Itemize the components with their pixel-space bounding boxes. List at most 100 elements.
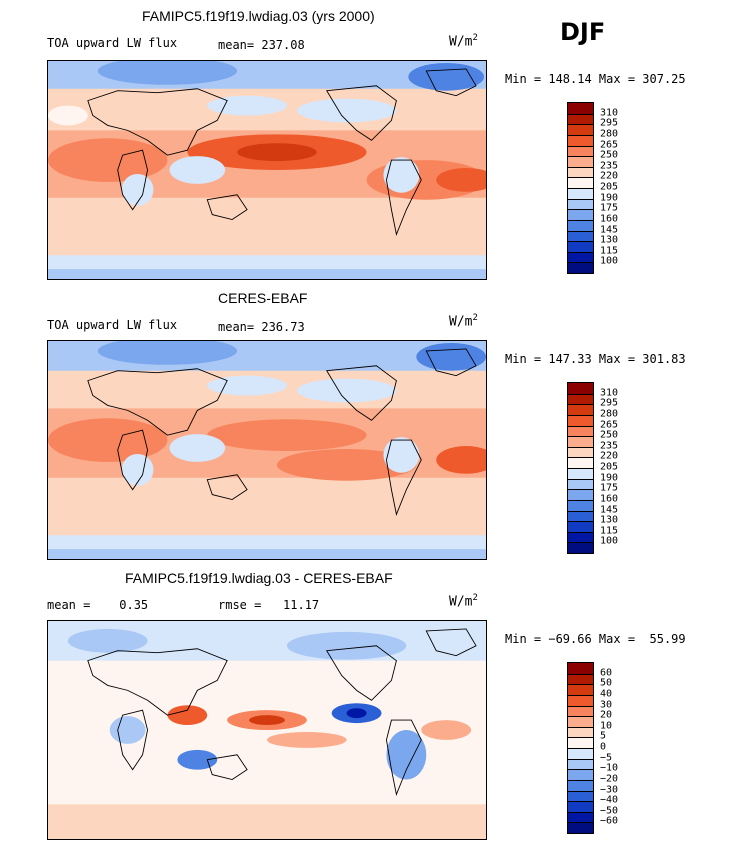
colorbar-swatch (568, 188, 593, 199)
colorbar-swatch (568, 113, 593, 125)
colorbar-swatch (568, 166, 593, 178)
colorbar-swatch (568, 822, 593, 833)
panel-3-units: W/m2 (449, 593, 478, 610)
panel-1-title: FAMIPC5.f19f19.lwdiag.03 (yrs 2000) (142, 8, 375, 24)
panel-1-units: W/m2 (449, 33, 478, 50)
panel-2-minmax: Min = 147.33 Max = 301.83 (505, 352, 686, 366)
colorbar-tick-label: −5 (600, 752, 613, 764)
colorbar-swatch (568, 241, 593, 252)
colorbar-tick-label: 115 (600, 245, 619, 257)
panel-3-title: FAMIPC5.f19f19.lwdiag.03 - CERES-EBAF (125, 570, 393, 586)
colorbar-swatch (568, 134, 593, 146)
panel-3-map-field (48, 621, 486, 839)
colorbar-swatch (568, 758, 593, 770)
colorbar-tick-label: 250 (600, 429, 619, 441)
colorbar-swatch (568, 684, 593, 695)
panel-1-map (47, 60, 487, 280)
colorbar-tick-label: 20 (600, 709, 613, 721)
colorbar-tick-label: −50 (600, 805, 619, 817)
colorbar-swatch (568, 716, 593, 727)
colorbar-tick-label: 220 (600, 170, 619, 182)
colorbar-tick-label: −10 (600, 762, 619, 774)
colorbar-swatch (568, 748, 593, 759)
colorbar-tick-label: 250 (600, 149, 619, 161)
panel-2-map-field (48, 341, 486, 559)
colorbar-swatch (568, 468, 593, 479)
colorbar-swatch (568, 436, 593, 447)
colorbar-tick-label: 190 (600, 192, 619, 204)
colorbar-swatch (568, 262, 593, 273)
panel-1-mean: mean= 237.08 (218, 38, 305, 52)
colorbar-swatch (568, 801, 593, 812)
colorbar-tick-label: 10 (600, 720, 613, 732)
colorbar-tick-label: 265 (600, 419, 619, 430)
colorbar-swatch (568, 219, 593, 231)
colorbar-swatch (568, 531, 593, 543)
colorbar-swatch (568, 393, 593, 405)
panel-1-colorbar (567, 102, 594, 274)
colorbar-swatch (568, 542, 593, 553)
panel-1-variable-label: TOA upward LW flux (47, 36, 178, 50)
colorbar-tick-label: 235 (600, 160, 619, 172)
colorbar-tick-label: 160 (600, 493, 619, 505)
colorbar-tick-label: 115 (600, 525, 619, 537)
colorbar-swatch (568, 673, 593, 685)
colorbar-swatch (568, 103, 593, 114)
colorbar-tick-label: 130 (600, 234, 619, 246)
colorbar-tick-label: 160 (600, 213, 619, 225)
colorbar-swatch (568, 811, 593, 823)
colorbar-tick-label: 5 (600, 730, 607, 742)
colorbar-swatch (568, 790, 593, 802)
colorbar-swatch (568, 198, 593, 210)
colorbar-swatch (568, 779, 593, 791)
colorbar-swatch (568, 521, 593, 532)
panel-2-title: CERES-EBAF (218, 290, 308, 306)
colorbar-tick-label: 295 (600, 117, 619, 129)
colorbar-swatch (568, 251, 593, 263)
panel-3-mean: mean = 0.35 (47, 598, 149, 612)
colorbar-tick-label: −60 (600, 815, 619, 827)
colorbar-tick-label: 205 (600, 181, 619, 193)
colorbar-swatch (568, 705, 593, 717)
colorbar-swatch (568, 499, 593, 511)
colorbar-tick-label: 40 (600, 688, 613, 700)
colorbar-swatch (568, 414, 593, 426)
colorbar-swatch (568, 769, 593, 780)
colorbar-tick-label: 310 (600, 107, 619, 119)
colorbar-tick-label: 145 (600, 504, 619, 515)
colorbar-tick-label: 220 (600, 450, 619, 462)
panel-3-map (47, 620, 487, 840)
colorbar-swatch (568, 425, 593, 437)
colorbar-swatch (568, 209, 593, 220)
colorbar-tick-label: 265 (600, 139, 619, 150)
panel-2-units: W/m2 (449, 313, 478, 330)
colorbar-swatch (568, 177, 593, 188)
colorbar-tick-label: 190 (600, 472, 619, 484)
panel-2-mean: mean= 236.73 (218, 320, 305, 334)
colorbar-tick-label: 145 (600, 224, 619, 235)
colorbar-swatch (568, 404, 593, 415)
panel-2-variable-label: TOA upward LW flux (47, 318, 178, 332)
colorbar-tick-label: 100 (600, 535, 619, 547)
colorbar-swatch (568, 457, 593, 468)
colorbar-tick-label: 130 (600, 514, 619, 526)
colorbar-swatch (568, 124, 593, 135)
panel-2-map (47, 340, 487, 560)
colorbar-tick-label: 30 (600, 699, 613, 710)
colorbar-tick-label: 310 (600, 387, 619, 399)
colorbar-tick-label: 280 (600, 128, 619, 140)
colorbar-swatch (568, 737, 593, 748)
season-label: DJF (560, 18, 606, 46)
colorbar-tick-label: 0 (600, 741, 607, 753)
panel-3-rmse: rmse = 11.17 (218, 598, 320, 612)
colorbar-tick-label: 205 (600, 461, 619, 473)
colorbar-swatch (568, 383, 593, 394)
colorbar-tick-label: 60 (600, 667, 613, 679)
colorbar-tick-label: 175 (600, 482, 619, 494)
panel-2-colorbar (567, 382, 594, 554)
colorbar-tick-label: −20 (600, 773, 619, 785)
colorbar-swatch (568, 663, 593, 674)
colorbar-tick-label: 175 (600, 202, 619, 214)
colorbar-swatch (568, 694, 593, 706)
panel-3-minmax: Min = −69.66 Max = 55.99 (505, 632, 686, 646)
